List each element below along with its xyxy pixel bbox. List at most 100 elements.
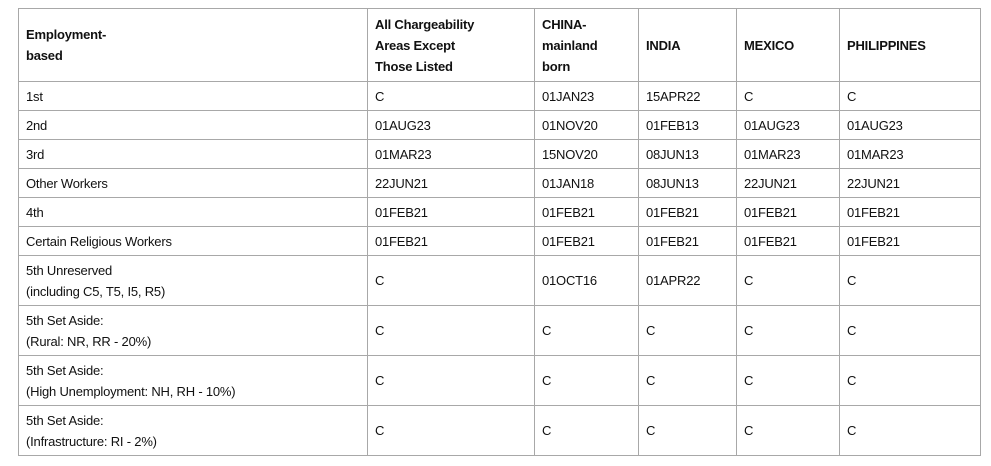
date-cell: C <box>534 305 639 356</box>
row-label-text: 5th Set Aside: <box>26 412 104 428</box>
row-label-text: 5th Set Aside: <box>26 312 104 328</box>
date-cell: C <box>367 81 535 111</box>
column-header: INDIA <box>638 8 737 82</box>
row-label-text: Other Workers <box>26 175 108 191</box>
header-text: All Chargeability <box>375 16 475 32</box>
row-label-text: 3rd <box>26 146 45 162</box>
table-row: 5th Set Aside: (Rural: NR, RR - 20%) C C C C C <box>18 305 981 356</box>
header-text: mainland <box>542 37 598 53</box>
date-cell: C <box>638 405 737 456</box>
date-cell: 01MAR23 <box>839 139 981 169</box>
date-cell: 01FEB13 <box>638 110 737 140</box>
row-label: 1st <box>18 81 368 111</box>
header-text: Areas Except <box>375 37 455 53</box>
date-cell: C <box>367 305 535 356</box>
row-label-text: (Rural: NR, RR - 20%) <box>26 333 152 349</box>
column-header: MEXICO <box>736 8 840 82</box>
date-cell: 01AUG23 <box>736 110 840 140</box>
row-label: Other Workers <box>18 168 368 198</box>
row-label-text: 2nd <box>26 117 48 133</box>
table-row: Certain Religious Workers 01FEB21 01FEB21 0… <box>18 226 981 256</box>
row-label-text: (Infrastructure: RI - 2%) <box>26 433 157 449</box>
date-cell: 01MAR23 <box>736 139 840 169</box>
header-row: Employment-based All Chargeability Areas E… <box>18 8 981 82</box>
date-cell: 01FEB21 <box>367 226 535 256</box>
table-row: 5th Set Aside: (Infrastructure: RI - 2%) C… <box>18 405 981 456</box>
date-cell: 22JUN21 <box>736 168 840 198</box>
date-cell: C <box>736 355 840 406</box>
date-cell: 01FEB21 <box>638 197 737 227</box>
date-cell: 01JAN18 <box>534 168 639 198</box>
table-row: 4th 01FEB21 01FEB21 01FEB21 01FEB21 01FEB21 <box>18 197 981 227</box>
date-cell: 01AUG23 <box>367 110 535 140</box>
date-cell: 01FEB21 <box>534 197 639 227</box>
date-cell: 01FEB21 <box>839 226 981 256</box>
table-row: 1st C 01JAN23 15APR22 C C <box>18 81 981 111</box>
date-cell: 08JUN13 <box>638 168 737 198</box>
row-label: 5th Unreserved (including C5, T5, I5, R5) <box>18 255 368 306</box>
row-label-text: (including C5, T5, I5, R5) <box>26 283 166 299</box>
column-header: All Chargeability Areas Except Those Liste… <box>367 8 535 82</box>
date-cell: 01FEB21 <box>839 197 981 227</box>
date-cell: 01FEB21 <box>367 197 535 227</box>
row-label: 5th Set Aside: (High Unemployment: NH, RH… <box>18 355 368 406</box>
date-cell: 08JUN13 <box>638 139 737 169</box>
date-cell: 22JUN21 <box>367 168 535 198</box>
column-header: PHILIPPINES <box>839 8 981 82</box>
header-text: PHILIPPINES <box>847 37 926 53</box>
date-cell: 01FEB21 <box>638 226 737 256</box>
date-cell: C <box>736 255 840 306</box>
column-header: Employment-based <box>18 8 368 82</box>
row-label: 5th Set Aside: (Infrastructure: RI - 2%) <box>18 405 368 456</box>
row-label-text: 5th Unreserved <box>26 262 113 278</box>
date-cell: C <box>839 305 981 356</box>
header-text: MEXICO <box>744 37 795 53</box>
header-text: born <box>542 58 571 74</box>
row-label: Certain Religious Workers <box>18 226 368 256</box>
row-label-text: 5th Set Aside: <box>26 362 104 378</box>
table-row: 3rd 01MAR23 15NOV20 08JUN13 01MAR23 01MAR23 <box>18 139 981 169</box>
date-cell: C <box>534 355 639 406</box>
header-text: Those Listed <box>375 58 453 74</box>
date-cell: C <box>638 305 737 356</box>
table-row: 5th Unreserved (including C5, T5, I5, R5)… <box>18 255 981 306</box>
date-cell: C <box>839 405 981 456</box>
date-cell: C <box>367 355 535 406</box>
date-cell: 15NOV20 <box>534 139 639 169</box>
row-label: 3rd <box>18 139 368 169</box>
date-cell: 01FEB21 <box>534 226 639 256</box>
date-cell: 01JAN23 <box>534 81 639 111</box>
header-text: Employment- <box>26 27 107 42</box>
date-cell: 22JUN21 <box>839 168 981 198</box>
date-cell: 01FEB21 <box>736 197 840 227</box>
date-cell: 01OCT16 <box>534 255 639 306</box>
row-label-text: 4th <box>26 204 44 220</box>
date-cell: 15APR22 <box>638 81 737 111</box>
date-cell: C <box>839 81 981 111</box>
row-label: 5th Set Aside: (Rural: NR, RR - 20%) <box>18 305 368 356</box>
date-cell: C <box>736 405 840 456</box>
row-label-text: Certain Religious Workers <box>26 233 172 249</box>
row-label-text: 1st <box>26 88 43 104</box>
header-text: CHINA- <box>542 16 587 32</box>
date-cell: C <box>839 255 981 306</box>
date-cell: 01FEB21 <box>736 226 840 256</box>
table-row: 2nd 01AUG23 01NOV20 01FEB13 01AUG23 01AUG23 <box>18 110 981 140</box>
date-cell: C <box>638 355 737 406</box>
visa-bulletin-table: Employment-based All Chargeability Areas E… <box>18 8 981 456</box>
row-label: 4th <box>18 197 368 227</box>
table-row: 5th Set Aside: (High Unemployment: NH, RH… <box>18 355 981 406</box>
date-cell: C <box>367 405 535 456</box>
date-cell: C <box>367 255 535 306</box>
table-row: Other Workers 22JUN21 01JAN18 08JUN13 22JUN2… <box>18 168 981 198</box>
date-cell: 01AUG23 <box>839 110 981 140</box>
date-cell: C <box>839 355 981 406</box>
date-cell: 01NOV20 <box>534 110 639 140</box>
date-cell: 01APR22 <box>638 255 737 306</box>
header-text: INDIA <box>646 37 681 53</box>
column-header: CHINA-mainland born <box>534 8 639 82</box>
row-label: 2nd <box>18 110 368 140</box>
date-cell: C <box>736 305 840 356</box>
date-cell: C <box>534 405 639 456</box>
row-label-text: (High Unemployment: NH, RH - 10%) <box>26 383 236 399</box>
